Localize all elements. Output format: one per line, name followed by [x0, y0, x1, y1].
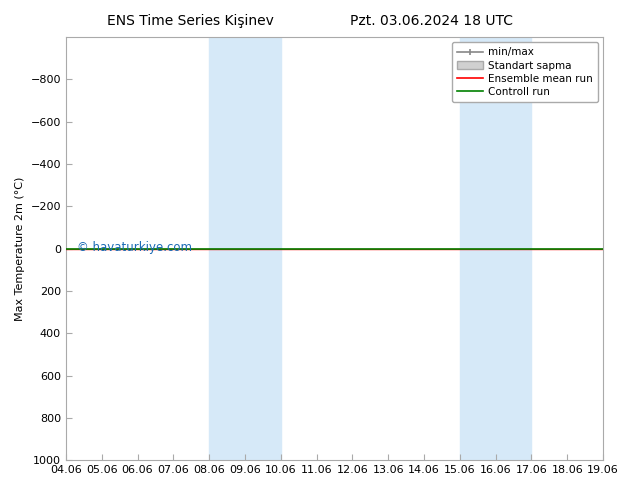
- Y-axis label: Max Temperature 2m (°C): Max Temperature 2m (°C): [15, 176, 25, 321]
- Text: Pzt. 03.06.2024 18 UTC: Pzt. 03.06.2024 18 UTC: [349, 14, 513, 28]
- Legend: min/max, Standart sapma, Ensemble mean run, Controll run: min/max, Standart sapma, Ensemble mean r…: [451, 42, 598, 102]
- Bar: [209, 37, 281, 460]
- Text: © havaturkiye.com: © havaturkiye.com: [77, 241, 191, 254]
- Bar: [460, 37, 531, 460]
- Text: ENS Time Series Kişinev: ENS Time Series Kişinev: [107, 14, 274, 28]
